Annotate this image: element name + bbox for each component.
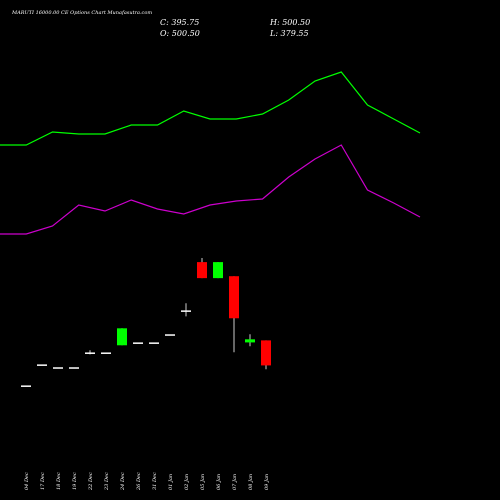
x-tick-label: 24 Dec xyxy=(120,472,126,491)
candle-body xyxy=(181,310,191,312)
line-series xyxy=(0,71,421,146)
candle-body xyxy=(85,352,95,354)
candle-body xyxy=(165,334,175,336)
low-label: L: 379.55 xyxy=(269,29,309,38)
candle-body xyxy=(213,262,223,279)
x-tick-label: 08 Jan xyxy=(248,474,254,490)
x-tick-label: 09 Jan xyxy=(264,474,270,490)
candle-body xyxy=(133,342,143,344)
x-tick-label: 17 Dec xyxy=(40,472,46,490)
open-label: O: 500.50 xyxy=(160,29,200,38)
line-series xyxy=(0,144,421,235)
x-tick-label: 31 Dec xyxy=(152,472,158,490)
candle-body xyxy=(101,352,111,354)
chart-title: MARUTI 16000.00 CE Options Chart Munafas… xyxy=(11,10,152,16)
candle-body xyxy=(261,340,271,366)
close-label: C: 395.75 xyxy=(160,18,199,27)
candle-body xyxy=(245,339,255,343)
x-tick-label: 26 Dec xyxy=(136,472,142,491)
candle-body xyxy=(229,276,239,319)
high-label: H: 500.50 xyxy=(269,18,310,27)
x-tick-label: 19 Dec xyxy=(72,472,78,490)
x-tick-label: 04 Dec xyxy=(24,472,30,490)
x-tick-label: 05 Jan xyxy=(200,474,206,490)
candle-body xyxy=(117,328,127,346)
x-tick-label: 18 Dec xyxy=(56,472,62,490)
x-tick-label: 01 Jan xyxy=(168,474,174,490)
x-tick-label: 23 Dec xyxy=(104,472,110,491)
x-tick-label: 02 Jan xyxy=(184,474,190,490)
candle-body xyxy=(69,367,79,369)
candle-body xyxy=(197,262,207,279)
candle-body xyxy=(149,342,159,344)
candle-body xyxy=(37,364,47,366)
candle-body xyxy=(53,367,63,369)
x-tick-label: 07 Jan xyxy=(232,474,238,490)
x-tick-label: 22 Dec xyxy=(88,472,94,491)
candle-body xyxy=(21,385,31,387)
x-tick-label: 06 Jan xyxy=(216,474,222,490)
